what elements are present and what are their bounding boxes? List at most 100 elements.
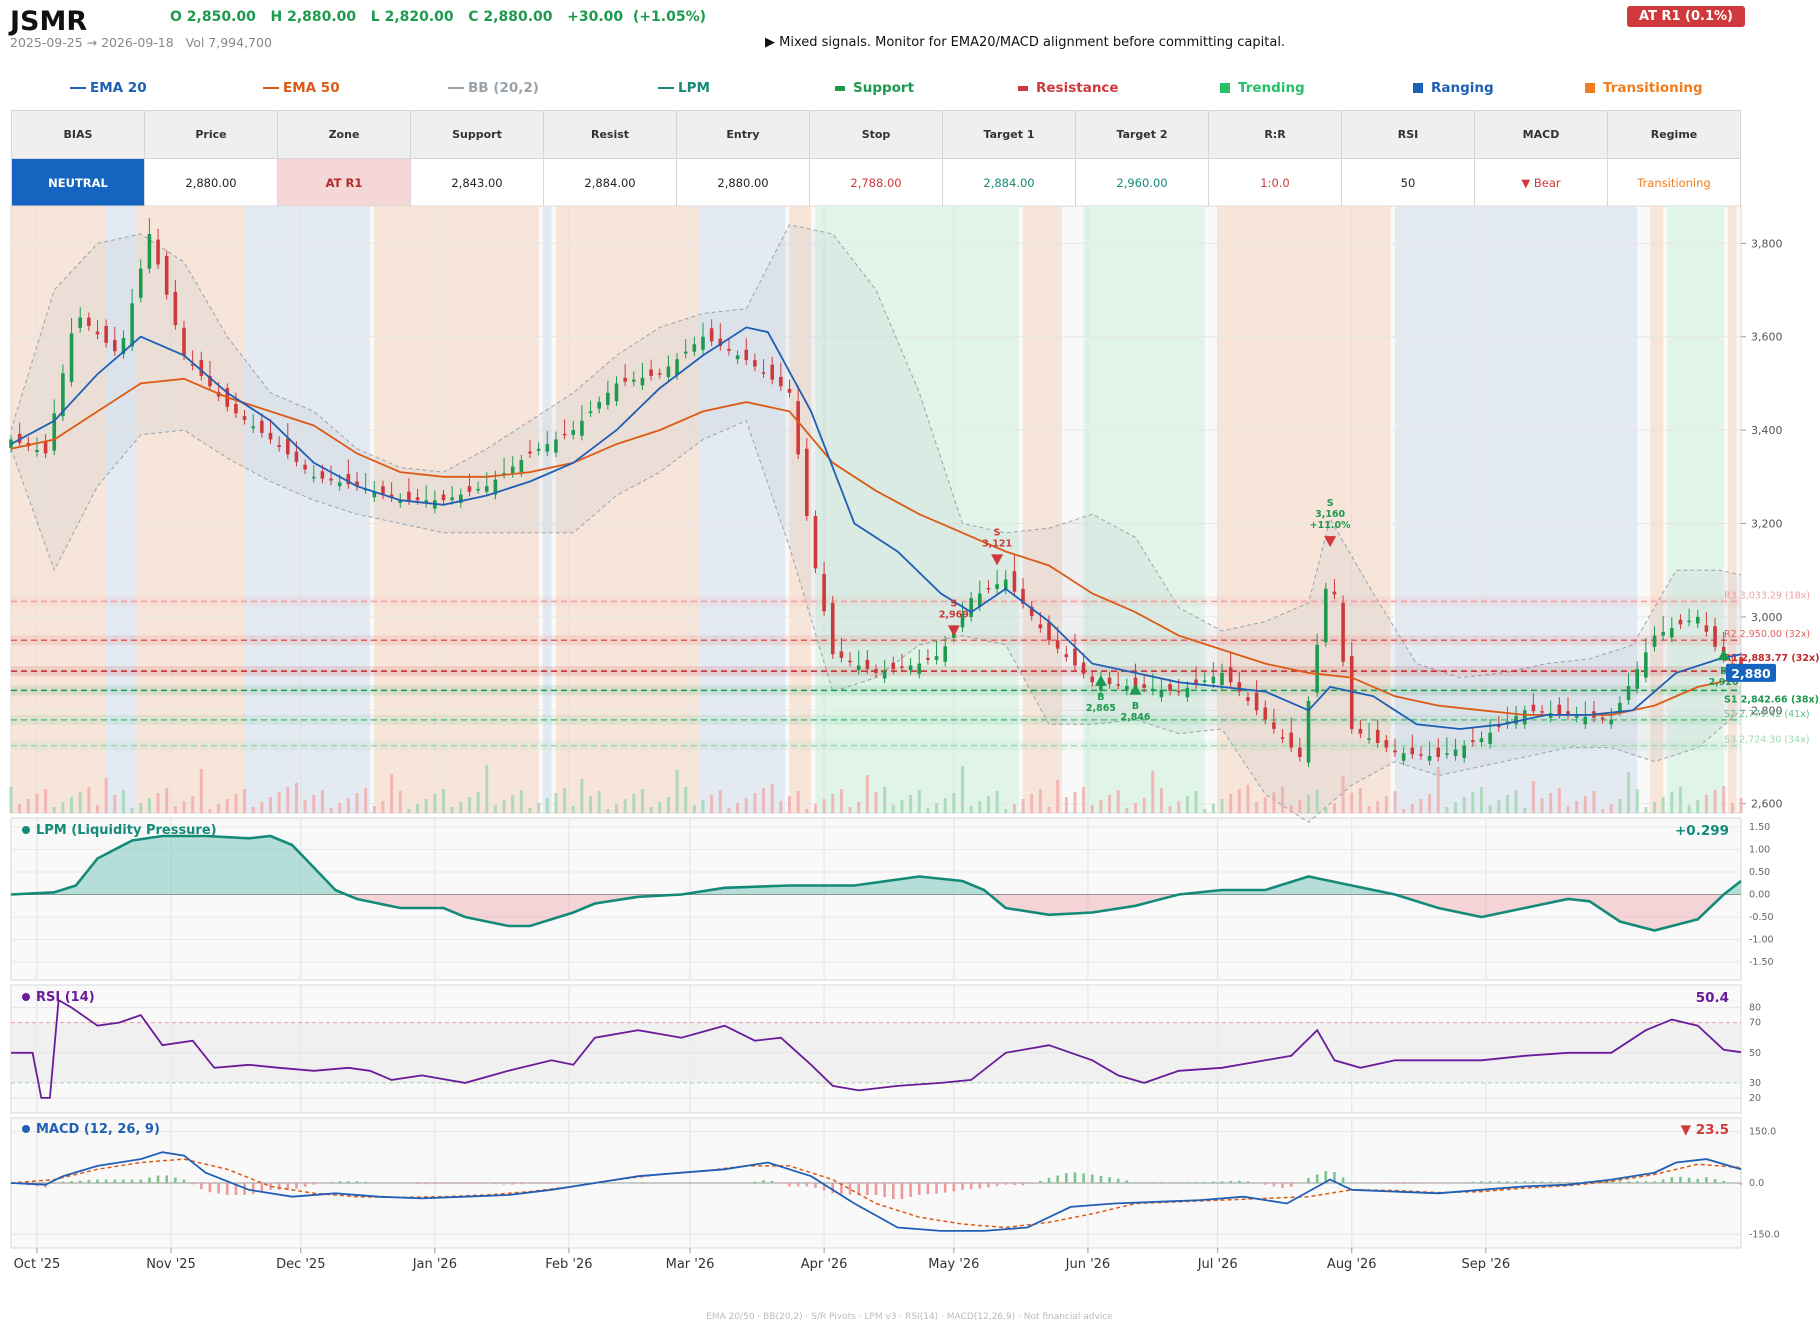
candle-body xyxy=(978,593,982,607)
macd-histogram-bar xyxy=(1514,1181,1518,1183)
macd-histogram-bar xyxy=(61,1181,65,1183)
volume-bar xyxy=(606,809,610,813)
volume-bar xyxy=(165,788,169,813)
candle-body xyxy=(1635,669,1639,689)
candle-body xyxy=(1358,728,1363,734)
macd-histogram-bar xyxy=(623,1182,627,1184)
macd-histogram-bar xyxy=(1090,1174,1094,1183)
candle-body xyxy=(519,460,524,473)
macd-histogram-bar xyxy=(1065,1173,1068,1183)
volume-bar xyxy=(744,798,748,813)
candle-body xyxy=(1220,672,1224,686)
volume-bar xyxy=(277,792,281,813)
candle-body xyxy=(943,646,947,662)
legend-item-support[interactable]: Support xyxy=(835,80,914,96)
legend-item-lpm[interactable]: LPM xyxy=(658,80,710,96)
macd-histogram-bar xyxy=(744,1183,748,1184)
candle-body xyxy=(822,573,826,612)
candle-body xyxy=(779,376,783,387)
candle-body xyxy=(1367,738,1371,740)
candle-body xyxy=(389,494,394,498)
volume-bar xyxy=(1315,790,1319,813)
volume-bar xyxy=(269,797,272,813)
candle-body xyxy=(502,473,506,475)
macd-histogram-bar xyxy=(1238,1180,1241,1183)
volume-bar xyxy=(1462,797,1466,813)
macd-histogram-bar xyxy=(1013,1183,1016,1186)
candle-body xyxy=(1064,654,1069,658)
price-tick-label: 3,800 xyxy=(1751,237,1783,250)
candle-body xyxy=(1280,737,1285,739)
macd-tick-label: 150.0 xyxy=(1749,1127,1776,1138)
macd-histogram-bar xyxy=(1670,1177,1674,1183)
volume-bar xyxy=(762,788,766,813)
candle-body xyxy=(1384,740,1389,748)
legend-item-ema-50[interactable]: EMA 50 xyxy=(263,80,340,96)
volume-bar xyxy=(1307,795,1310,813)
macd-histogram-bar xyxy=(1523,1181,1527,1183)
macd-histogram-bar xyxy=(1168,1182,1172,1183)
volume-bar xyxy=(130,808,134,813)
buy-signal-marker xyxy=(1094,674,1107,686)
buy-signal-label: B xyxy=(1720,666,1727,677)
sell-signal-marker xyxy=(991,554,1004,566)
legend-item-resistance[interactable]: Resistance xyxy=(1018,80,1119,96)
macd-histogram-bar xyxy=(770,1180,774,1183)
macd-histogram-bar xyxy=(104,1179,108,1183)
macd-histogram-bar xyxy=(1428,1183,1431,1184)
macd-histogram-bar xyxy=(935,1183,938,1194)
legend-label: Support xyxy=(853,80,915,96)
volume-bar xyxy=(450,807,454,813)
regime-band-transitioning xyxy=(1650,206,1664,813)
macd-histogram-bar xyxy=(156,1175,160,1183)
macd-last-value: ▼ 23.5 xyxy=(1681,1122,1729,1138)
volume-bar xyxy=(1678,787,1682,813)
candle-body xyxy=(606,392,610,405)
macd-histogram-bar xyxy=(182,1179,186,1183)
macd-histogram-bar xyxy=(200,1183,203,1190)
volume-bar xyxy=(822,799,826,813)
macd-histogram-bar xyxy=(1359,1183,1362,1184)
volume-bar xyxy=(640,789,644,813)
volume-bar xyxy=(883,787,887,813)
volume-bar xyxy=(1402,809,1406,813)
volume-bar xyxy=(1627,772,1631,813)
macd-histogram-bar xyxy=(1333,1172,1336,1183)
volume-bar xyxy=(1488,805,1492,813)
lpm-tick-label: -1.50 xyxy=(1749,957,1774,968)
ema50-line xyxy=(10,377,1742,716)
legend-item-bb-20-2[interactable]: BB (20,2) xyxy=(448,80,539,96)
legend-label: Resistance xyxy=(1036,80,1119,96)
volume-bar xyxy=(1713,790,1717,813)
macd-histogram-bar xyxy=(961,1183,964,1190)
macd-histogram-bar xyxy=(1350,1183,1354,1184)
date-range-volume: 2025-09-25 → 2026-09-18 Vol 7,994,700 xyxy=(10,35,272,50)
candle-body xyxy=(623,377,627,382)
lpm-tick-label: -0.50 xyxy=(1749,912,1774,923)
macd-histogram-bar xyxy=(1661,1179,1665,1183)
macd-histogram-bar xyxy=(788,1183,791,1187)
macd-histogram-bar xyxy=(822,1183,826,1191)
header-cell-target-2: Target 2 xyxy=(1075,110,1209,159)
legend-item-transitioning[interactable]: Transitioning xyxy=(1585,80,1703,96)
candle-body xyxy=(277,445,281,447)
candle-body xyxy=(372,491,377,498)
macd-histogram-bar xyxy=(1082,1173,1085,1183)
price-chart-area[interactable]: 2,600 2,800 3,000 3,200 3,400 3,600 3,800 R3 3,… xyxy=(0,0,1819,1300)
candle-body xyxy=(1497,724,1501,728)
candle-body xyxy=(234,403,238,414)
legend-item-ranging[interactable]: Ranging xyxy=(1413,80,1494,96)
macd-histogram-bar xyxy=(1385,1183,1388,1184)
candle-body xyxy=(1349,656,1354,729)
macd-histogram-bar xyxy=(1566,1181,1570,1183)
legend-item-trending[interactable]: Trending xyxy=(1220,80,1305,96)
ohlc-readout: O 2,850.00 H 2,880.00 L 2,820.00 C 2,880… xyxy=(170,9,706,25)
volume-bar xyxy=(978,801,982,813)
volume-bar xyxy=(1272,792,1276,813)
volume-bar xyxy=(1090,805,1094,813)
volume-bar xyxy=(467,797,471,813)
legend-item-ema-20[interactable]: EMA 20 xyxy=(70,80,147,96)
candle-body xyxy=(848,660,852,663)
macd-histogram-bar xyxy=(727,1183,731,1184)
level-label: R3 3,033.29 (18x) xyxy=(1724,590,1810,601)
